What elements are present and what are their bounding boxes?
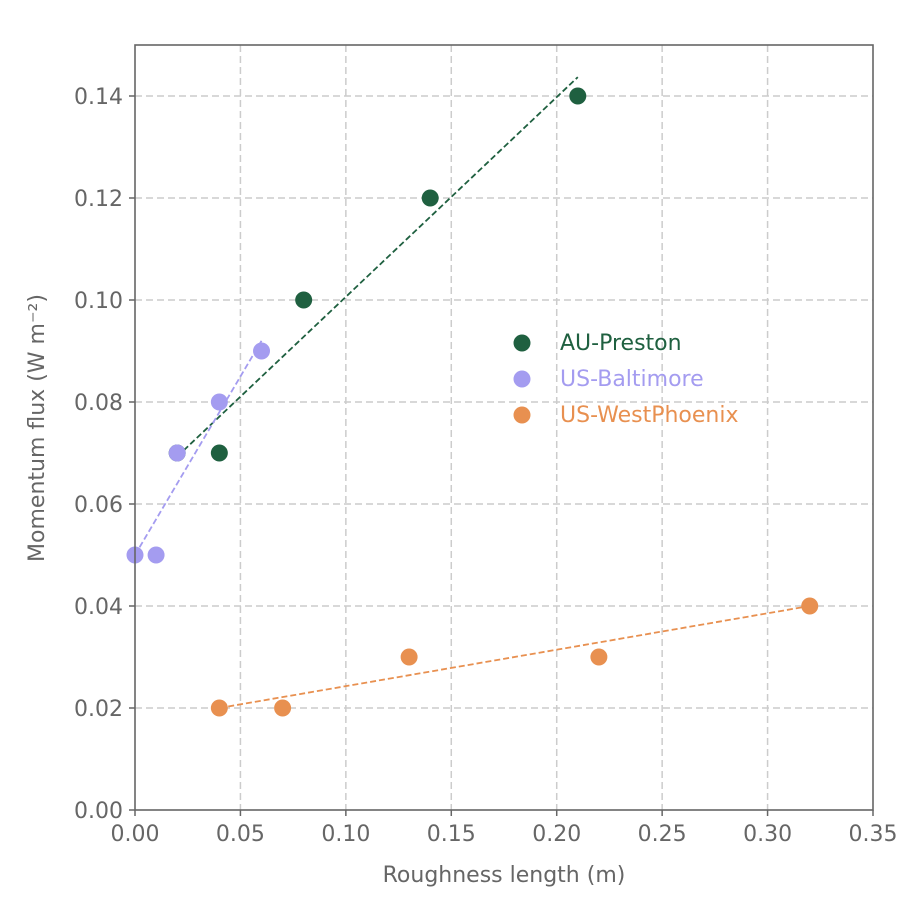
legend-label: AU-Preston (560, 331, 682, 356)
data-point (253, 342, 271, 360)
y-tick-label: 0.06 (74, 493, 123, 518)
data-point (210, 699, 228, 717)
x-tick-label: 0.10 (321, 822, 370, 847)
data-point (421, 189, 439, 207)
data-point (210, 393, 228, 411)
trend-line (219, 605, 810, 709)
y-tick-label: 0.08 (74, 391, 123, 416)
x-tick-label: 0.00 (111, 822, 160, 847)
y-tick-label: 0.04 (74, 595, 123, 620)
points-layer (126, 87, 819, 717)
data-point (147, 546, 165, 564)
plot-frame (134, 44, 874, 811)
y-tick-label: 0.02 (74, 697, 123, 722)
data-point (295, 291, 313, 309)
trend-line (176, 76, 579, 458)
legend: AU-Preston US-Baltimore US-WestPhoenix (513, 331, 738, 428)
data-point (400, 648, 418, 666)
legend-label: US-Baltimore (560, 367, 704, 392)
x-tick-label: 0.15 (427, 822, 476, 847)
y-tick-label: 0.10 (74, 289, 123, 314)
legend-marker (513, 370, 531, 388)
legend-marker (513, 334, 531, 352)
ticks-layer: 0.00 0.05 0.10 0.15 0.20 0.25 0.30 0.35 0.00 0.02… (74, 85, 897, 847)
x-tick-label: 0.20 (532, 822, 581, 847)
y-tick-label: 0.00 (74, 799, 123, 824)
data-point (168, 444, 186, 462)
x-tick-label: 0.35 (849, 822, 898, 847)
x-tick-label: 0.05 (216, 822, 265, 847)
y-tick-label: 0.14 (74, 85, 123, 110)
trend-layer (134, 76, 810, 709)
x-tick-label: 0.25 (638, 822, 687, 847)
data-point (590, 648, 608, 666)
legend-marker (513, 406, 531, 424)
trend-line (134, 340, 263, 556)
y-axis-title: Momentum flux (W m⁻²) (25, 294, 50, 562)
data-point (801, 597, 819, 615)
grid-layer (135, 45, 873, 810)
y-tick-label: 0.12 (74, 187, 123, 212)
data-point (569, 87, 587, 105)
legend-label: US-WestPhoenix (560, 403, 738, 428)
data-point (210, 444, 228, 462)
data-point (274, 699, 292, 717)
x-tick-label: 0.30 (743, 822, 792, 847)
x-axis-title: Roughness length (m) (383, 863, 626, 888)
